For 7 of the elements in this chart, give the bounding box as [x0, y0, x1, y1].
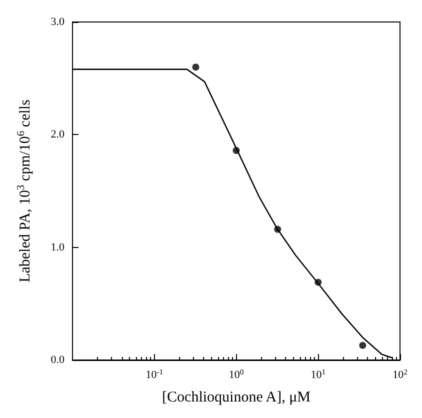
x-axis-title: [Cochlioquinone A], μM — [162, 390, 310, 406]
y-tick-label: 0.0 — [50, 354, 65, 366]
y-tick-label: 1.0 — [50, 241, 65, 254]
y-tick-label: 2.0 — [50, 128, 65, 141]
point — [192, 64, 200, 71]
y-tick-label: 3.0 — [50, 16, 65, 28]
y-axis-title: Labeled PA, 103 cpm/106 cells — [16, 99, 34, 282]
